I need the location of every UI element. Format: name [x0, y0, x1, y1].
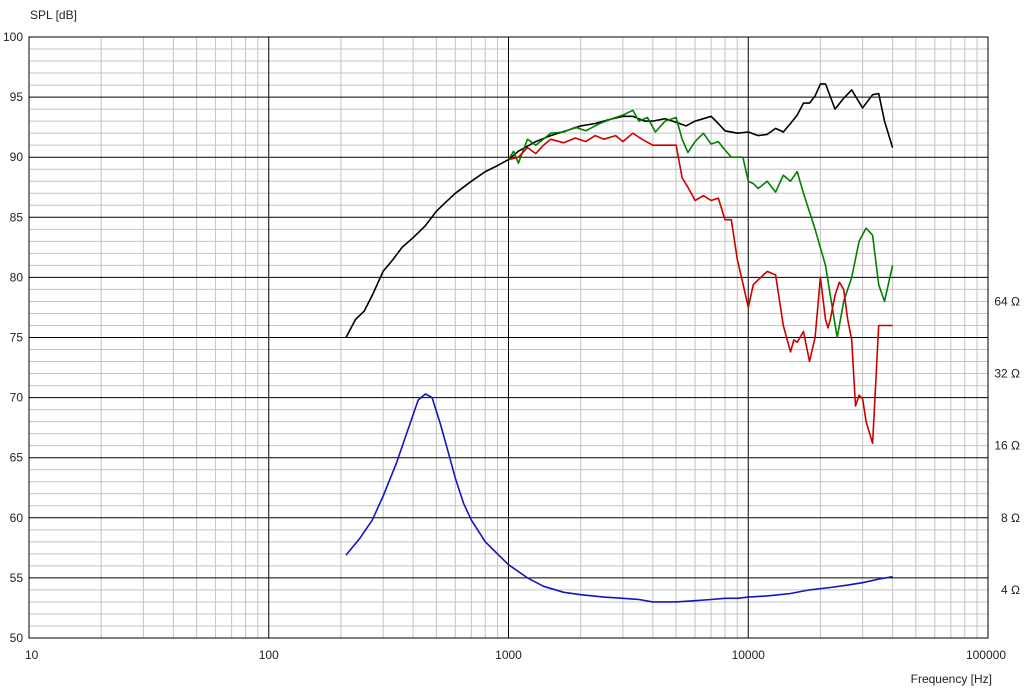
y-tick-label: 85	[10, 210, 24, 224]
y-tick-label: 60	[10, 511, 24, 525]
impedance-axis-ticks: 64 Ω 32 Ω 16 Ω 8 Ω 4 Ω	[994, 294, 1020, 596]
x-tick-label: 1000	[495, 648, 522, 662]
major-grid	[28, 36, 989, 639]
y-tick-label: 50	[10, 631, 24, 645]
y-tick-label: 75	[10, 331, 24, 345]
x-axis-label: Frequency [Hz]	[911, 672, 992, 686]
y-tick-label: 55	[10, 571, 24, 585]
x-axis-ticks: 10 100 1000 10000 100000	[25, 648, 1006, 662]
x-tick-label: 100000	[966, 648, 1006, 662]
impedance-tick-label: 32 Ω	[994, 367, 1020, 381]
series-line-3	[508, 132, 893, 445]
series-line-4	[345, 393, 893, 603]
x-tick-label: 100	[259, 648, 279, 662]
impedance-tick-label: 8 Ω	[1001, 511, 1020, 525]
y-axis-ticks: 100 95 90 85 80 75 70 65 60 55 50	[3, 30, 23, 645]
y-tick-label: 65	[10, 451, 24, 465]
series-line-2	[507, 109, 894, 339]
plot-frame	[28, 36, 989, 639]
y-tick-label: 95	[10, 90, 24, 104]
series-line-1	[345, 83, 894, 338]
impedance-tick-label: 64 Ω	[994, 294, 1020, 308]
y-tick-label: 90	[10, 150, 24, 164]
impedance-tick-label: 4 Ω	[1001, 583, 1020, 597]
series-group	[345, 83, 894, 603]
x-tick-label: 10	[25, 648, 39, 662]
y-axis-label: SPL [dB]	[30, 8, 77, 22]
impedance-tick-label: 16 Ω	[994, 439, 1020, 453]
y-tick-label: 70	[10, 391, 24, 405]
x-tick-label: 10000	[732, 648, 766, 662]
y-tick-label: 100	[3, 30, 23, 44]
y-tick-label: 80	[10, 270, 24, 284]
